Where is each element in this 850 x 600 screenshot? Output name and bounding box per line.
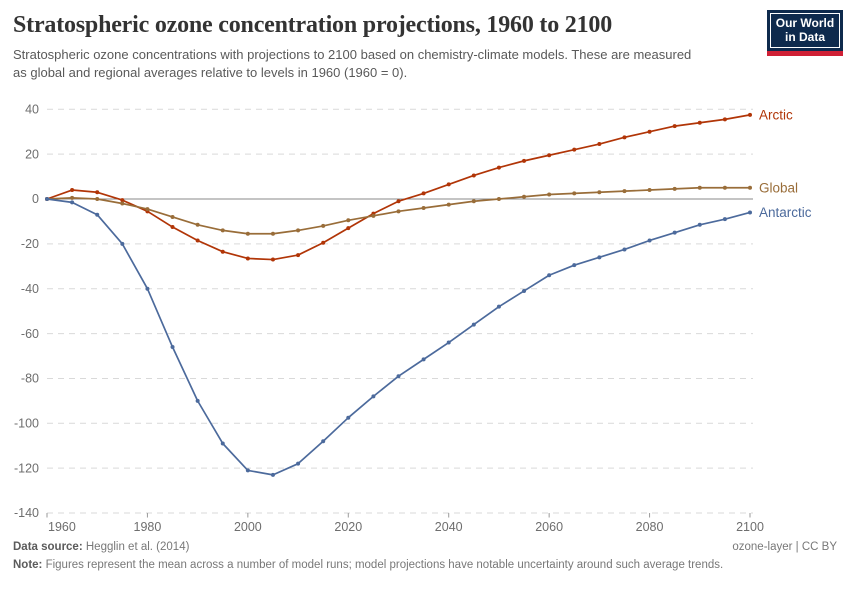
svg-text:Arctic: Arctic xyxy=(759,107,793,122)
svg-text:-60: -60 xyxy=(21,327,39,341)
svg-text:-100: -100 xyxy=(14,417,39,431)
svg-text:-140: -140 xyxy=(14,506,39,520)
svg-text:-120: -120 xyxy=(14,461,39,475)
note-value: Figures represent the mean across a numb… xyxy=(42,559,724,571)
svg-text:Antarctic: Antarctic xyxy=(759,205,812,220)
chart-header: Stratospheric ozone concentration projec… xyxy=(13,10,843,83)
svg-text:2060: 2060 xyxy=(535,520,563,534)
owid-logo-line1: Our World xyxy=(775,15,835,30)
svg-text:-20: -20 xyxy=(21,237,39,251)
owid-logo-text: Our World in Data xyxy=(770,13,840,48)
data-source-line: Data source: Hegglin et al. (2014) xyxy=(13,541,189,553)
svg-text:0: 0 xyxy=(32,192,39,206)
svg-text:2000: 2000 xyxy=(234,520,262,534)
svg-text:40: 40 xyxy=(25,102,39,116)
data-source-label: Data source: xyxy=(13,541,83,553)
chart-footer: Data source: Hegglin et al. (2014) ozone… xyxy=(13,541,837,571)
svg-text:-80: -80 xyxy=(21,372,39,386)
owid-logo-line2: in Data xyxy=(784,29,825,44)
owid-logo: Our World in Data xyxy=(767,10,843,56)
license-text: ozone-layer | CC BY xyxy=(732,541,837,553)
data-source-value: Hegglin et al. (2014) xyxy=(82,541,190,553)
svg-text:2080: 2080 xyxy=(636,520,664,534)
svg-text:2020: 2020 xyxy=(334,520,362,534)
svg-text:1960: 1960 xyxy=(48,520,76,534)
note-label: Note: xyxy=(13,559,43,571)
svg-text:20: 20 xyxy=(25,147,39,161)
svg-text:2040: 2040 xyxy=(435,520,463,534)
owid-logo-red-bar xyxy=(767,51,843,56)
svg-text:1980: 1980 xyxy=(134,520,162,534)
note-line: Note: Figures represent the mean across … xyxy=(13,559,837,571)
page-title: Stratospheric ozone concentration projec… xyxy=(13,12,613,38)
chart-subtitle: Stratospheric ozone concentrations with … xyxy=(13,47,692,81)
svg-text:2100: 2100 xyxy=(736,520,764,534)
svg-text:-40: -40 xyxy=(21,282,39,296)
svg-text:Global: Global xyxy=(759,180,798,195)
